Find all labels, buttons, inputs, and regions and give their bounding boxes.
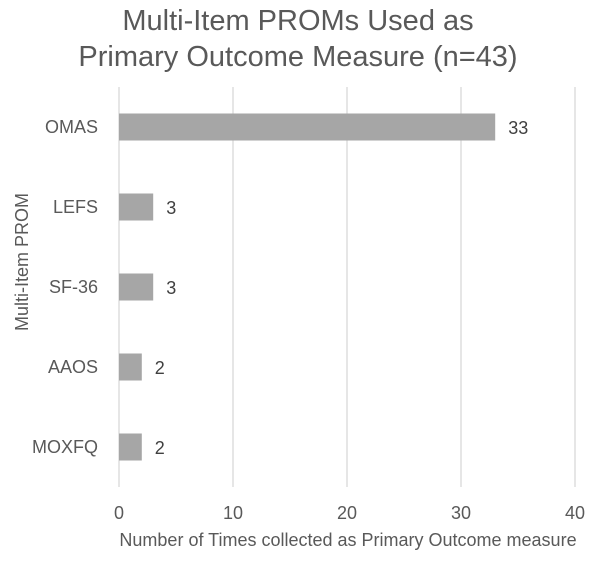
x-tick-label: 20 bbox=[337, 503, 357, 523]
bar bbox=[119, 273, 154, 301]
data-label: 3 bbox=[166, 198, 176, 218]
x-tick-label: 0 bbox=[114, 503, 124, 523]
data-label: 2 bbox=[155, 358, 165, 378]
y-tick-label: MOXFQ bbox=[32, 437, 98, 457]
x-tick-label: 10 bbox=[223, 503, 243, 523]
chart-title-line-1: Multi-Item PROMs Used as bbox=[122, 5, 474, 37]
bar bbox=[119, 193, 154, 221]
chart-title-line-2: Primary Outcome Measure (n=43) bbox=[78, 41, 518, 73]
y-tick-label: OMAS bbox=[45, 117, 98, 137]
y-axis-title: Multi-Item PROM bbox=[12, 193, 32, 332]
bar bbox=[119, 113, 496, 141]
y-tick-label: AAOS bbox=[48, 357, 98, 377]
bar bbox=[119, 353, 142, 381]
y-tick-label: LEFS bbox=[53, 197, 98, 217]
x-tick-label: 30 bbox=[451, 503, 471, 523]
x-axis-title: Number of Times collected as Primary Out… bbox=[119, 530, 577, 550]
data-label: 33 bbox=[508, 118, 528, 138]
bar bbox=[119, 433, 142, 461]
x-tick-label: 40 bbox=[565, 503, 585, 523]
data-label: 3 bbox=[166, 278, 176, 298]
data-label: 2 bbox=[155, 438, 165, 458]
y-tick-label: SF-36 bbox=[49, 277, 98, 297]
